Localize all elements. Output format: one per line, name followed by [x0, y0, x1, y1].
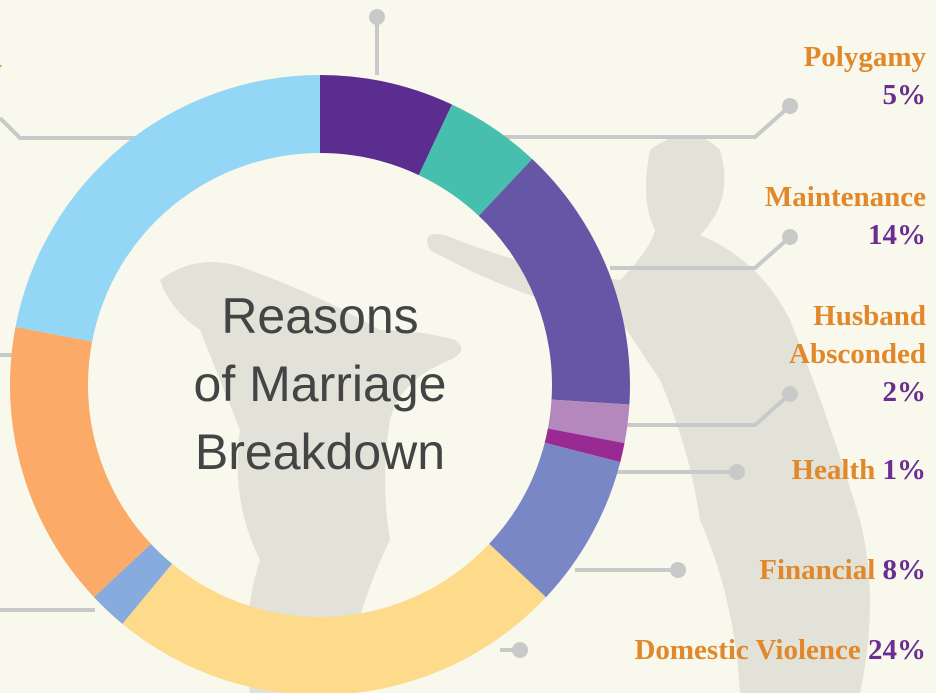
- segment-label: ty: [0, 50, 2, 88]
- title-line: Reasons: [170, 282, 470, 350]
- category-name: Polygamy: [804, 41, 926, 73]
- category-name: Health: [791, 454, 875, 486]
- donut-segment: [10, 327, 151, 597]
- value-label: 8%: [883, 554, 927, 586]
- leader-line: [500, 106, 790, 137]
- segment-label: Financial 8%: [759, 551, 926, 589]
- category-name: ty: [0, 53, 2, 85]
- segment-label: Maintenance 14%: [765, 178, 926, 254]
- value-label: 1%: [883, 454, 927, 486]
- leader-dot: [729, 464, 745, 480]
- value-label: 2%: [726, 373, 926, 411]
- value-label: 24%: [868, 634, 926, 666]
- leader-dot: [670, 562, 686, 578]
- segment-label: Polygamy 5%: [804, 38, 926, 114]
- segment-label: Husband Absconded 2%: [726, 297, 926, 411]
- category-name: Financial: [759, 554, 875, 586]
- value-label: 5%: [804, 76, 926, 114]
- page: {"chart_data": {"type": "donut", "title_…: [0, 0, 936, 693]
- leader-dot: [369, 9, 385, 25]
- leader-dot: [512, 642, 528, 658]
- segment-label: Health 1%: [791, 451, 926, 489]
- leader-line: [0, 118, 140, 138]
- segment-label: Domestic Violence 24%: [634, 631, 926, 669]
- category-name: Maintenance: [765, 181, 926, 213]
- category-name: Domestic Violence: [634, 634, 860, 666]
- category-name: Husband Absconded: [789, 300, 926, 370]
- title-line: Breakdown: [170, 418, 470, 486]
- value-label: 14%: [765, 216, 926, 254]
- title-line: of Marriage: [170, 350, 470, 418]
- leader-dot: [782, 98, 798, 114]
